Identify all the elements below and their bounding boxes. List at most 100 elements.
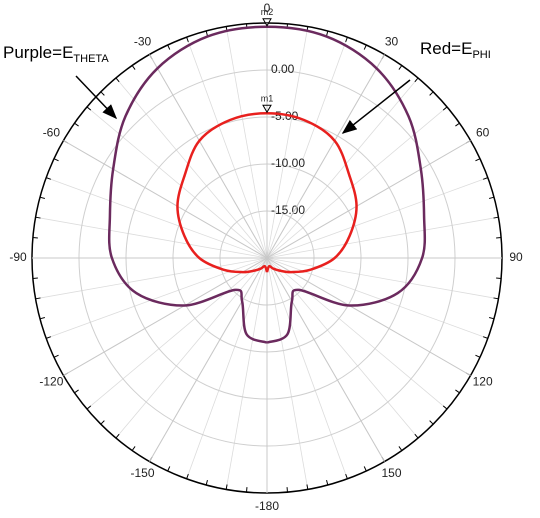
outer-tick [326, 30, 329, 36]
outer-tick [493, 216, 499, 219]
angle-tick-label: 60 [476, 126, 490, 140]
angle-grid-line [266, 257, 471, 376]
outer-tick [345, 37, 348, 43]
angle-grid-line [149, 257, 268, 462]
outer-tick [115, 433, 120, 439]
marker-label: m1 [261, 94, 274, 104]
outer-tick [115, 77, 120, 83]
grid: -15.00-10.00-5.000.000306090120150-180-1… [9, 1, 523, 513]
angle-tick-label: -120 [39, 375, 63, 389]
outer-tick [205, 480, 208, 486]
minor-spoke [86, 257, 268, 410]
outer-tick [414, 433, 419, 439]
minor-spoke [266, 26, 309, 259]
outer-tick [167, 466, 171, 472]
minor-spoke [266, 257, 448, 410]
angle-tick-label: -90 [9, 250, 27, 264]
minor-spoke [35, 216, 268, 259]
outer-tick [186, 473, 189, 479]
annotation-arrow [75, 75, 118, 120]
outer-tick [35, 297, 41, 300]
outer-tick [489, 317, 495, 320]
outer-tick [86, 106, 92, 111]
outer-tick [74, 389, 79, 394]
minor-spoke [86, 106, 268, 259]
annotation-text: Purple=E [3, 43, 73, 62]
minor-spoke [186, 37, 268, 259]
minor-spoke [266, 77, 419, 259]
r-tick-label: -10.00 [271, 156, 305, 170]
angle-tick-label: 150 [381, 466, 401, 480]
annotation-subscript: PHI [472, 49, 490, 61]
minor-spoke [115, 77, 268, 259]
outer-tick [100, 420, 105, 425]
marker-symbol [262, 104, 272, 114]
minor-spoke [35, 257, 268, 300]
angle-grid-line [149, 54, 268, 259]
outer-tick [39, 317, 45, 320]
outer-tick [100, 91, 105, 96]
outer-tick [306, 484, 309, 490]
r-tick-label: 0.00 [271, 62, 295, 76]
angle-grid-line [266, 257, 385, 462]
outer-tick [46, 336, 52, 339]
outer-tick [326, 480, 329, 486]
minor-spoke [266, 177, 488, 259]
marker-symbol [262, 18, 272, 27]
minor-spoke [225, 257, 268, 490]
r-tick-label: -15.00 [271, 203, 305, 217]
angle-tick-label: -150 [130, 466, 154, 480]
outer-tick [225, 484, 228, 490]
angle-tick-label: 90 [509, 250, 523, 264]
outer-tick [205, 30, 208, 36]
minor-spoke [266, 257, 348, 479]
outer-tick [442, 405, 448, 410]
annotation-text: Red=E [420, 39, 472, 58]
outer-tick [363, 466, 367, 472]
outer-tick [475, 158, 481, 162]
outer-tick [398, 65, 403, 70]
angle-tick-label: -60 [43, 126, 61, 140]
angle-tick-label: -180 [255, 499, 279, 513]
annotation-arrow [341, 79, 411, 134]
outer-tick [482, 336, 488, 339]
angle-tick-label: 120 [473, 375, 493, 389]
angle-grid-line [266, 54, 385, 259]
outer-tick [489, 196, 495, 199]
outer-tick [53, 354, 59, 358]
angle-tick-label: 0 [264, 1, 271, 15]
angle-grid-line [266, 140, 471, 259]
outer-tick [442, 106, 448, 111]
outer-tick [46, 177, 52, 180]
outer-tick [131, 65, 136, 70]
angle-tick-label: -30 [134, 35, 152, 49]
outer-tick [363, 44, 367, 50]
outer-tick [35, 216, 41, 219]
minor-spoke [186, 257, 268, 479]
minor-spoke [266, 257, 499, 300]
minor-spoke [266, 257, 419, 439]
minor-spoke [266, 106, 448, 259]
outer-tick [455, 122, 460, 127]
minor-spoke [115, 257, 268, 439]
minor-spoke [46, 177, 268, 259]
outer-tick [475, 354, 481, 358]
angle-tick-label: 30 [385, 35, 399, 49]
minor-spoke [266, 257, 309, 490]
outer-tick [429, 91, 434, 96]
angle-grid-line [63, 140, 268, 259]
outer-tick [429, 420, 434, 425]
minor-spoke [225, 26, 268, 259]
annotation-subscript: THETA [73, 53, 109, 65]
outer-tick [131, 446, 136, 451]
outer-tick [398, 446, 403, 451]
angle-grid-line [63, 257, 268, 376]
outer-tick [493, 297, 499, 300]
outer-tick [74, 122, 79, 127]
plot-area: m2 m1 [107, 7, 427, 344]
minor-spoke [266, 37, 348, 259]
outer-tick [86, 405, 92, 410]
outer-tick [414, 77, 419, 83]
outer-tick [53, 158, 59, 162]
